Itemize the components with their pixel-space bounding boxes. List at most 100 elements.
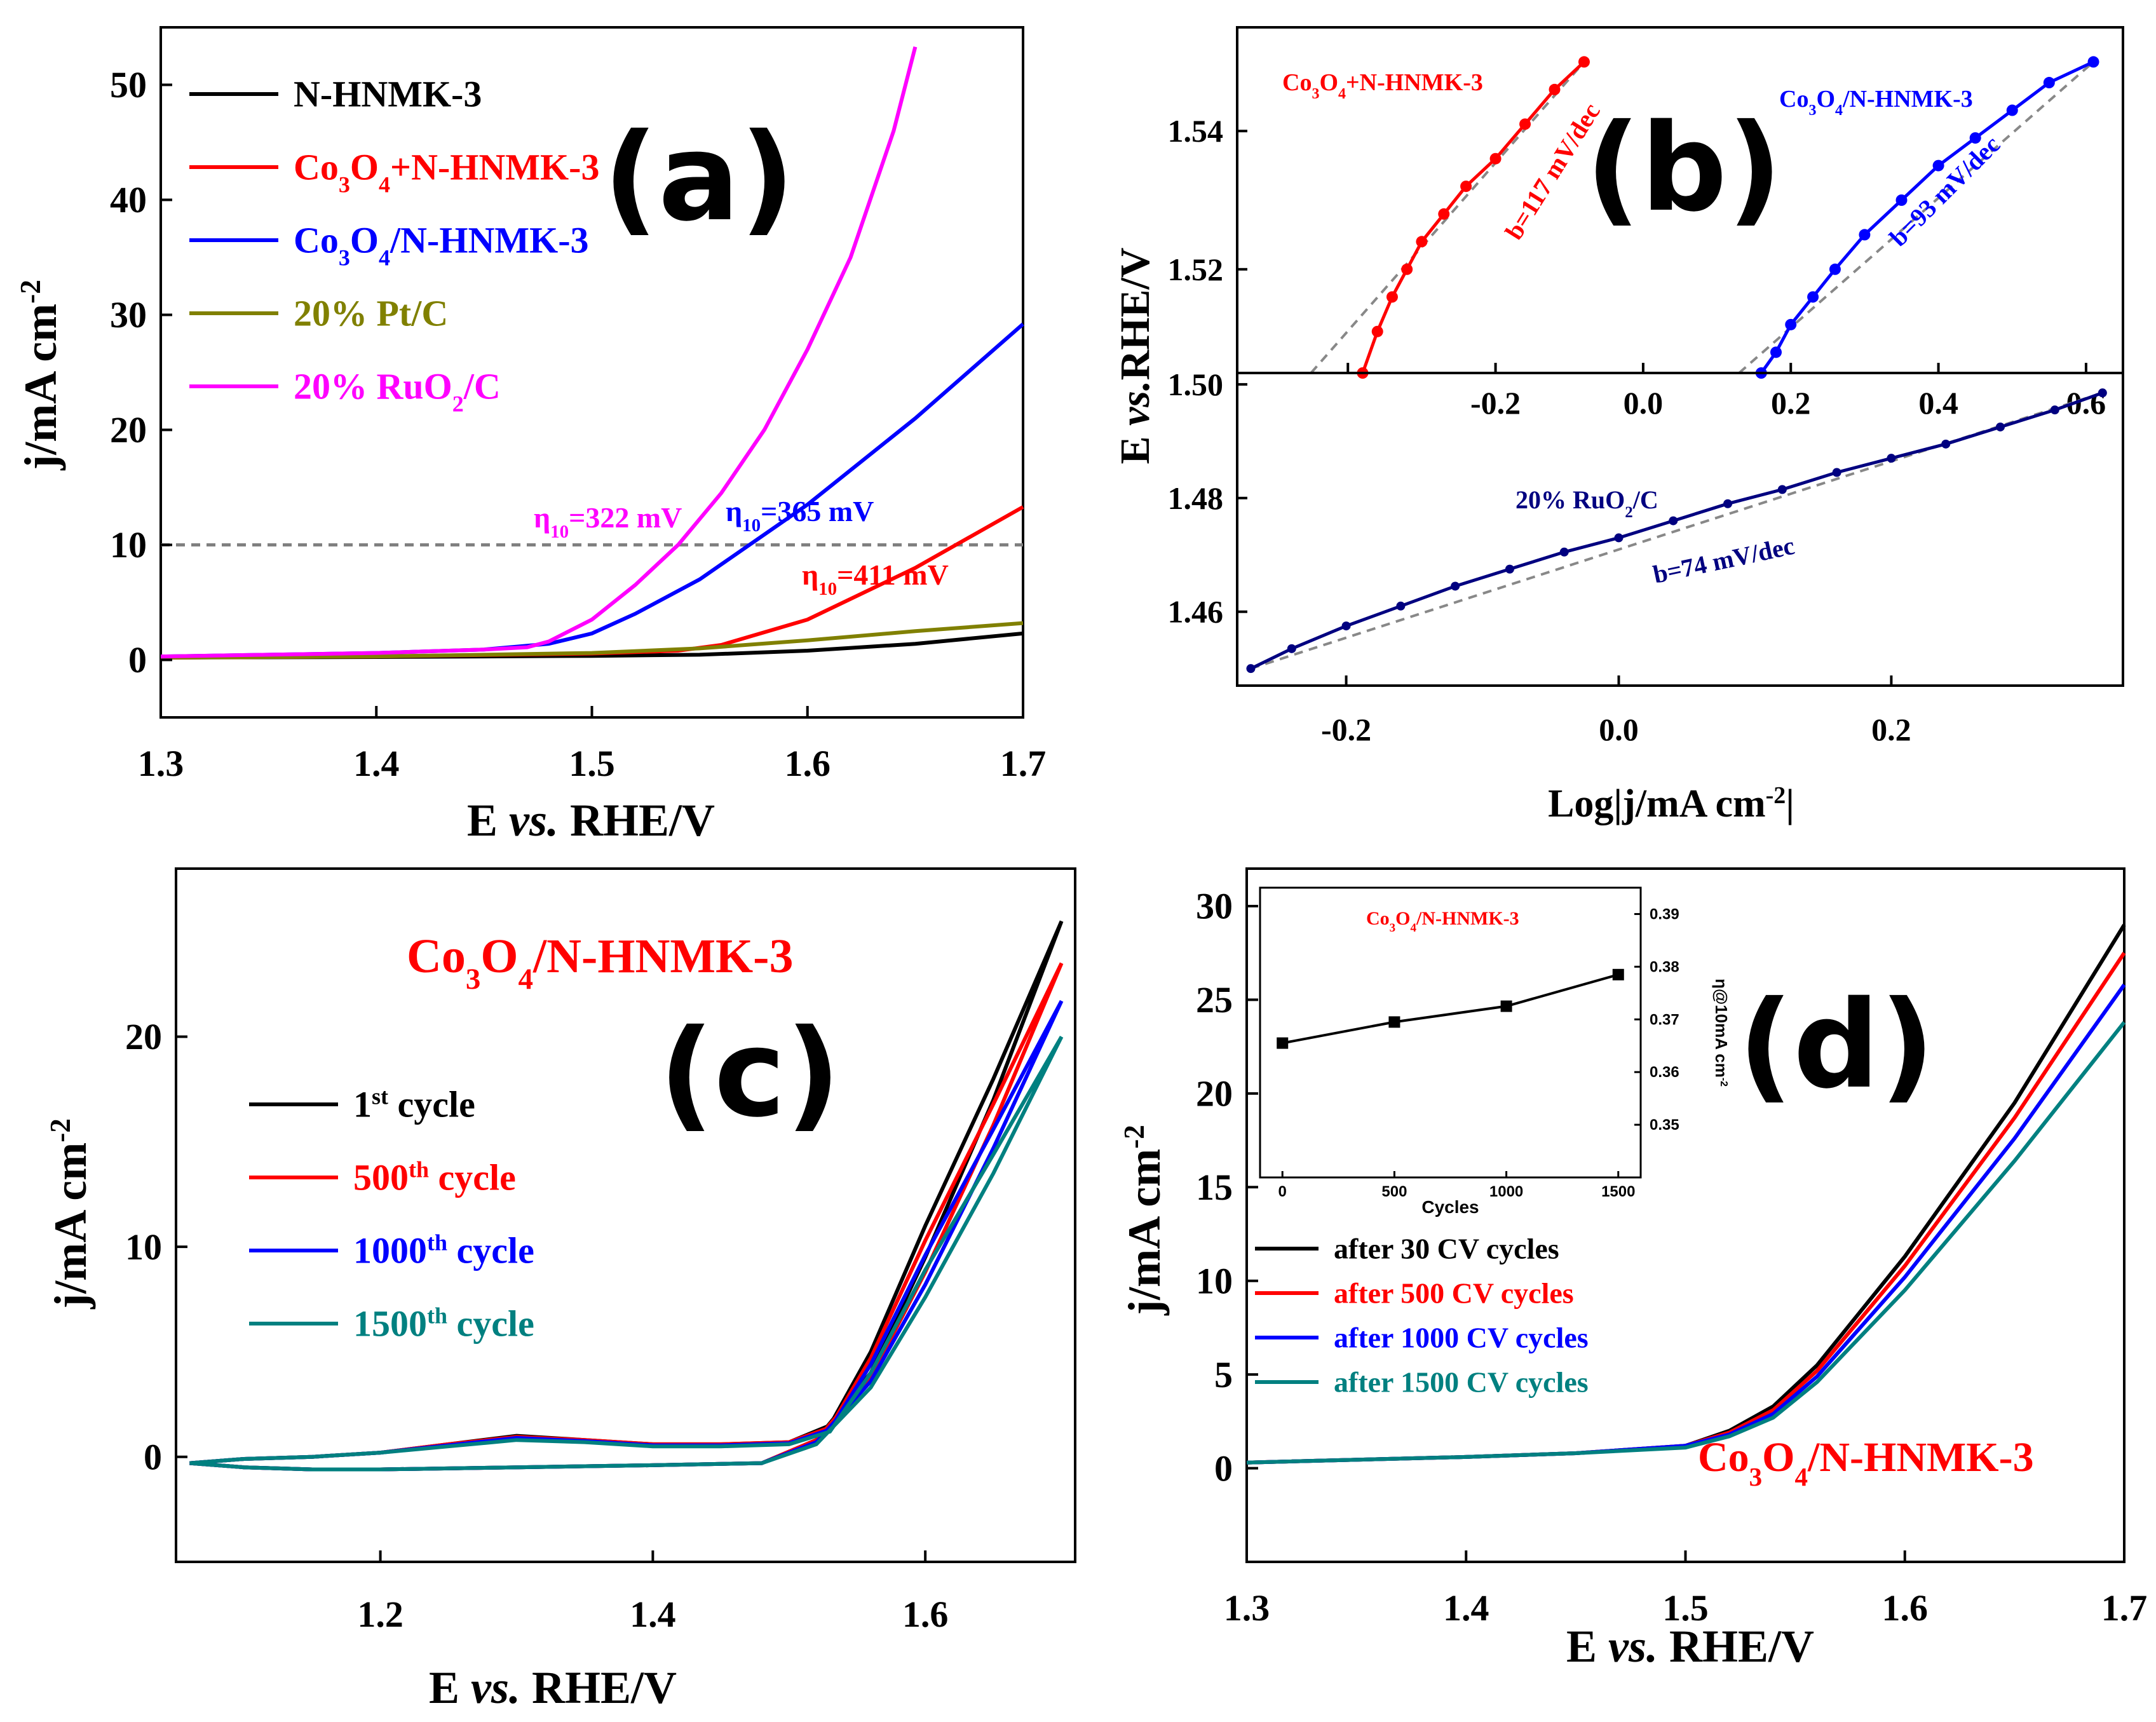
y-axis-title-part: -2 <box>1118 1125 1150 1149</box>
chart-title: Co3O4/N-HNMK-3 <box>407 930 793 996</box>
y-tick-label: 10 <box>125 1226 162 1268</box>
data-point <box>1489 153 1502 165</box>
fit-line <box>1738 60 2094 374</box>
inset-y-tick-label: 0.38 <box>1650 958 1679 975</box>
y-tick-label: 25 <box>1196 979 1233 1020</box>
x-axis-title-part: E <box>467 795 509 846</box>
bottom-x-tick-label: -0.2 <box>1321 712 1371 747</box>
legend-label: Co3O4+N-HNMK-3 <box>294 147 599 198</box>
slope-annotation: b=93 mV/dec <box>1884 130 2006 252</box>
y-tick-label: 20 <box>110 409 147 451</box>
top-x-tick-label: 0.2 <box>1771 385 1811 421</box>
bottom-plot-frame <box>1236 372 2124 687</box>
series-line <box>160 46 918 659</box>
data-point <box>1371 325 1383 337</box>
data-point <box>1519 118 1531 130</box>
series-label: Co3O4/N-HNMK-3 <box>1779 86 1973 119</box>
legend-label: 20% RuO2/C <box>294 366 501 417</box>
y-axis-title-part: RHE/V <box>1112 247 1158 380</box>
annotation-part: =365 mV <box>761 495 874 527</box>
panel-b: -0.2 0.0 0.2 0.4 0.61.521.54Co3O4+N-HNMK-3Co… <box>1112 26 2124 825</box>
legend-label: Co3O4/N-HNMK-3 <box>294 220 589 271</box>
data-point <box>1723 499 1733 508</box>
series-label-part: 4 <box>1835 102 1843 119</box>
x-axis-title-part: E <box>1566 1621 1608 1672</box>
annotation-part: η <box>726 495 742 527</box>
legend-label: 1000th cycle <box>353 1230 534 1271</box>
data-point <box>1777 485 1787 494</box>
inset-data-point <box>1277 1037 1289 1049</box>
series-label-part: 2 <box>1625 504 1633 521</box>
inset-y-axis-title: η@10mA cm-2 <box>1712 979 1731 1087</box>
inset-y-axis-title-part: -2 <box>1719 1078 1730 1087</box>
y-axis-title: j/mA cm-2 <box>1118 1125 1170 1315</box>
data-point <box>1995 422 2005 431</box>
data-point <box>1895 194 1908 206</box>
inset-data-point <box>1388 1016 1400 1028</box>
data-point <box>1287 644 1296 653</box>
data-point <box>1416 236 1428 248</box>
data-point <box>1505 564 1514 574</box>
legend-label-part: st <box>372 1084 388 1109</box>
legend-label: 1500th cycle <box>353 1303 534 1345</box>
data-point <box>1832 468 1841 477</box>
legend-label-part: /N-HNMK-3 <box>390 220 589 261</box>
y-axis-title-part: j/mA cm <box>45 1142 96 1310</box>
chart-title-part: 4 <box>519 963 534 996</box>
annotation: η10=365 mV <box>726 495 874 536</box>
panel-a: 1.3 1.4 1.5 1.6 1.7 0 10 20 30 40 50 E vs. RHE/V j/m… <box>15 26 1047 846</box>
inset-y-axis-title-part: η@10mA cm <box>1712 979 1731 1078</box>
legend-label-part: 20% RuO <box>294 366 452 407</box>
series-label-part: 20% RuO <box>1515 485 1625 514</box>
chart-title-part: /N-HNMK-3 <box>532 930 793 983</box>
inset-title-part: Co <box>1366 908 1390 929</box>
data-point <box>1785 318 1797 330</box>
x-axis-title: E vs. RHE/V <box>1566 1621 1814 1672</box>
series-line <box>160 621 1024 660</box>
legend-label: after 30 CV cycles <box>1334 1233 1559 1265</box>
x-tick-label: 1.6 <box>785 743 831 784</box>
series-line <box>1361 60 1585 374</box>
y-tick-label: 5 <box>1214 1354 1233 1395</box>
top-x-tick-label: -0.2 <box>1470 385 1521 421</box>
series-label: 20% RuO2/C <box>1515 485 1658 521</box>
chart-title-part: 4 <box>1795 1462 1808 1491</box>
x-axis-title-part: vs. <box>509 795 559 846</box>
annotation-part: η <box>534 501 550 534</box>
data-point <box>1829 263 1841 275</box>
panel-c: 1.2 1.4 1.6 0 10 20 E vs. RHE/V j/mA cm-2 Co3O4/… <box>44 867 1076 1713</box>
series-label-part: O <box>1816 86 1835 112</box>
y-tick-label: 10 <box>1196 1260 1233 1301</box>
legend-label-part: cycle <box>447 1303 534 1345</box>
y-tick-label: 30 <box>1196 886 1233 927</box>
chart-title-part: 3 <box>1749 1462 1763 1491</box>
inset-title-part: /N-HNMK-3 <box>1416 908 1519 929</box>
panel-label: (b) <box>1585 98 1782 238</box>
inset-y-tick-label: 0.39 <box>1650 905 1679 923</box>
chart-title-part: /N-HNMK-3 <box>1807 1434 2034 1481</box>
x-axis-title-part: -2 <box>1766 782 1786 809</box>
y-axis-title-part: -2 <box>15 280 46 304</box>
x-axis-title-part: RHE/V <box>520 1662 677 1713</box>
series-label-part: O <box>1319 69 1338 96</box>
series-label-part: /C <box>1632 485 1658 514</box>
legend-label-part: after 500 CV cycles <box>1334 1277 1574 1310</box>
legend-label-part: 3 <box>339 245 350 271</box>
chart-title-part: O <box>480 930 518 983</box>
bottom-x-tick-label: 0.0 <box>1599 712 1639 747</box>
inset-title-part: 4 <box>1411 921 1417 935</box>
legend-label-part: after 30 CV cycles <box>1334 1233 1559 1265</box>
x-tick-label: 1.6 <box>902 1594 949 1635</box>
y-tick-label: 50 <box>110 64 147 105</box>
legend-label-part: cycle <box>447 1230 534 1271</box>
legend-label-part: 500 <box>353 1157 409 1198</box>
series-label-part: Co <box>1282 69 1312 96</box>
y-axis-title-part: j/mA cm <box>15 304 66 471</box>
x-axis-title-part: | <box>1786 782 1794 825</box>
x-tick-label: 1.3 <box>1224 1587 1270 1629</box>
series-label-part: +N-HNMK-3 <box>1346 69 1483 96</box>
x-tick-label: 1.7 <box>1000 743 1047 784</box>
x-tick-label: 1.4 <box>353 743 400 784</box>
inset-series-line <box>1282 973 1619 1045</box>
